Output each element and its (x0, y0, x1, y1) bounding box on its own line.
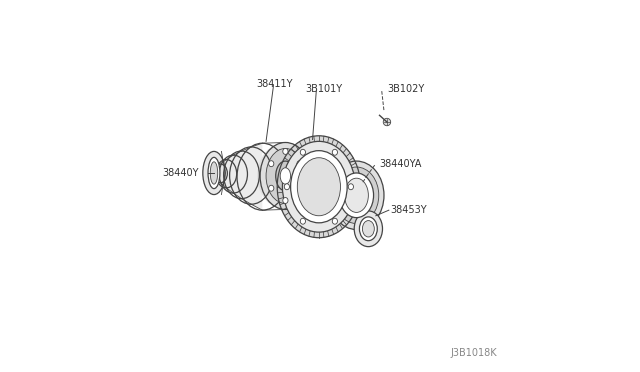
Ellipse shape (362, 221, 374, 237)
Text: 38440Y: 38440Y (163, 168, 199, 178)
Ellipse shape (269, 185, 274, 191)
Ellipse shape (203, 151, 225, 195)
Ellipse shape (329, 161, 384, 230)
Ellipse shape (276, 161, 295, 191)
Text: 38411Y: 38411Y (257, 79, 293, 89)
Ellipse shape (283, 148, 288, 154)
Text: 3B101Y: 3B101Y (305, 84, 342, 94)
Ellipse shape (298, 158, 340, 216)
Ellipse shape (284, 184, 289, 190)
Ellipse shape (257, 142, 314, 209)
Ellipse shape (269, 161, 274, 167)
Ellipse shape (283, 198, 288, 203)
Ellipse shape (280, 168, 291, 184)
Ellipse shape (332, 218, 337, 224)
Ellipse shape (266, 148, 305, 203)
Ellipse shape (291, 151, 347, 223)
Text: 38453Y: 38453Y (390, 205, 428, 215)
Ellipse shape (348, 184, 353, 190)
Text: 38440YA: 38440YA (380, 159, 422, 169)
Ellipse shape (282, 141, 355, 232)
Ellipse shape (300, 218, 305, 224)
Ellipse shape (360, 217, 378, 241)
Ellipse shape (354, 211, 383, 247)
Ellipse shape (300, 149, 305, 155)
Ellipse shape (277, 136, 360, 238)
Ellipse shape (297, 161, 302, 167)
Text: J3B1018K: J3B1018K (450, 348, 497, 358)
Ellipse shape (211, 162, 218, 184)
Ellipse shape (339, 173, 374, 218)
Ellipse shape (383, 118, 390, 126)
Text: 3B102Y: 3B102Y (387, 84, 424, 94)
Ellipse shape (334, 167, 379, 224)
Ellipse shape (297, 185, 302, 191)
Ellipse shape (344, 178, 369, 212)
Ellipse shape (208, 157, 220, 189)
Ellipse shape (332, 149, 337, 155)
Polygon shape (221, 143, 262, 210)
